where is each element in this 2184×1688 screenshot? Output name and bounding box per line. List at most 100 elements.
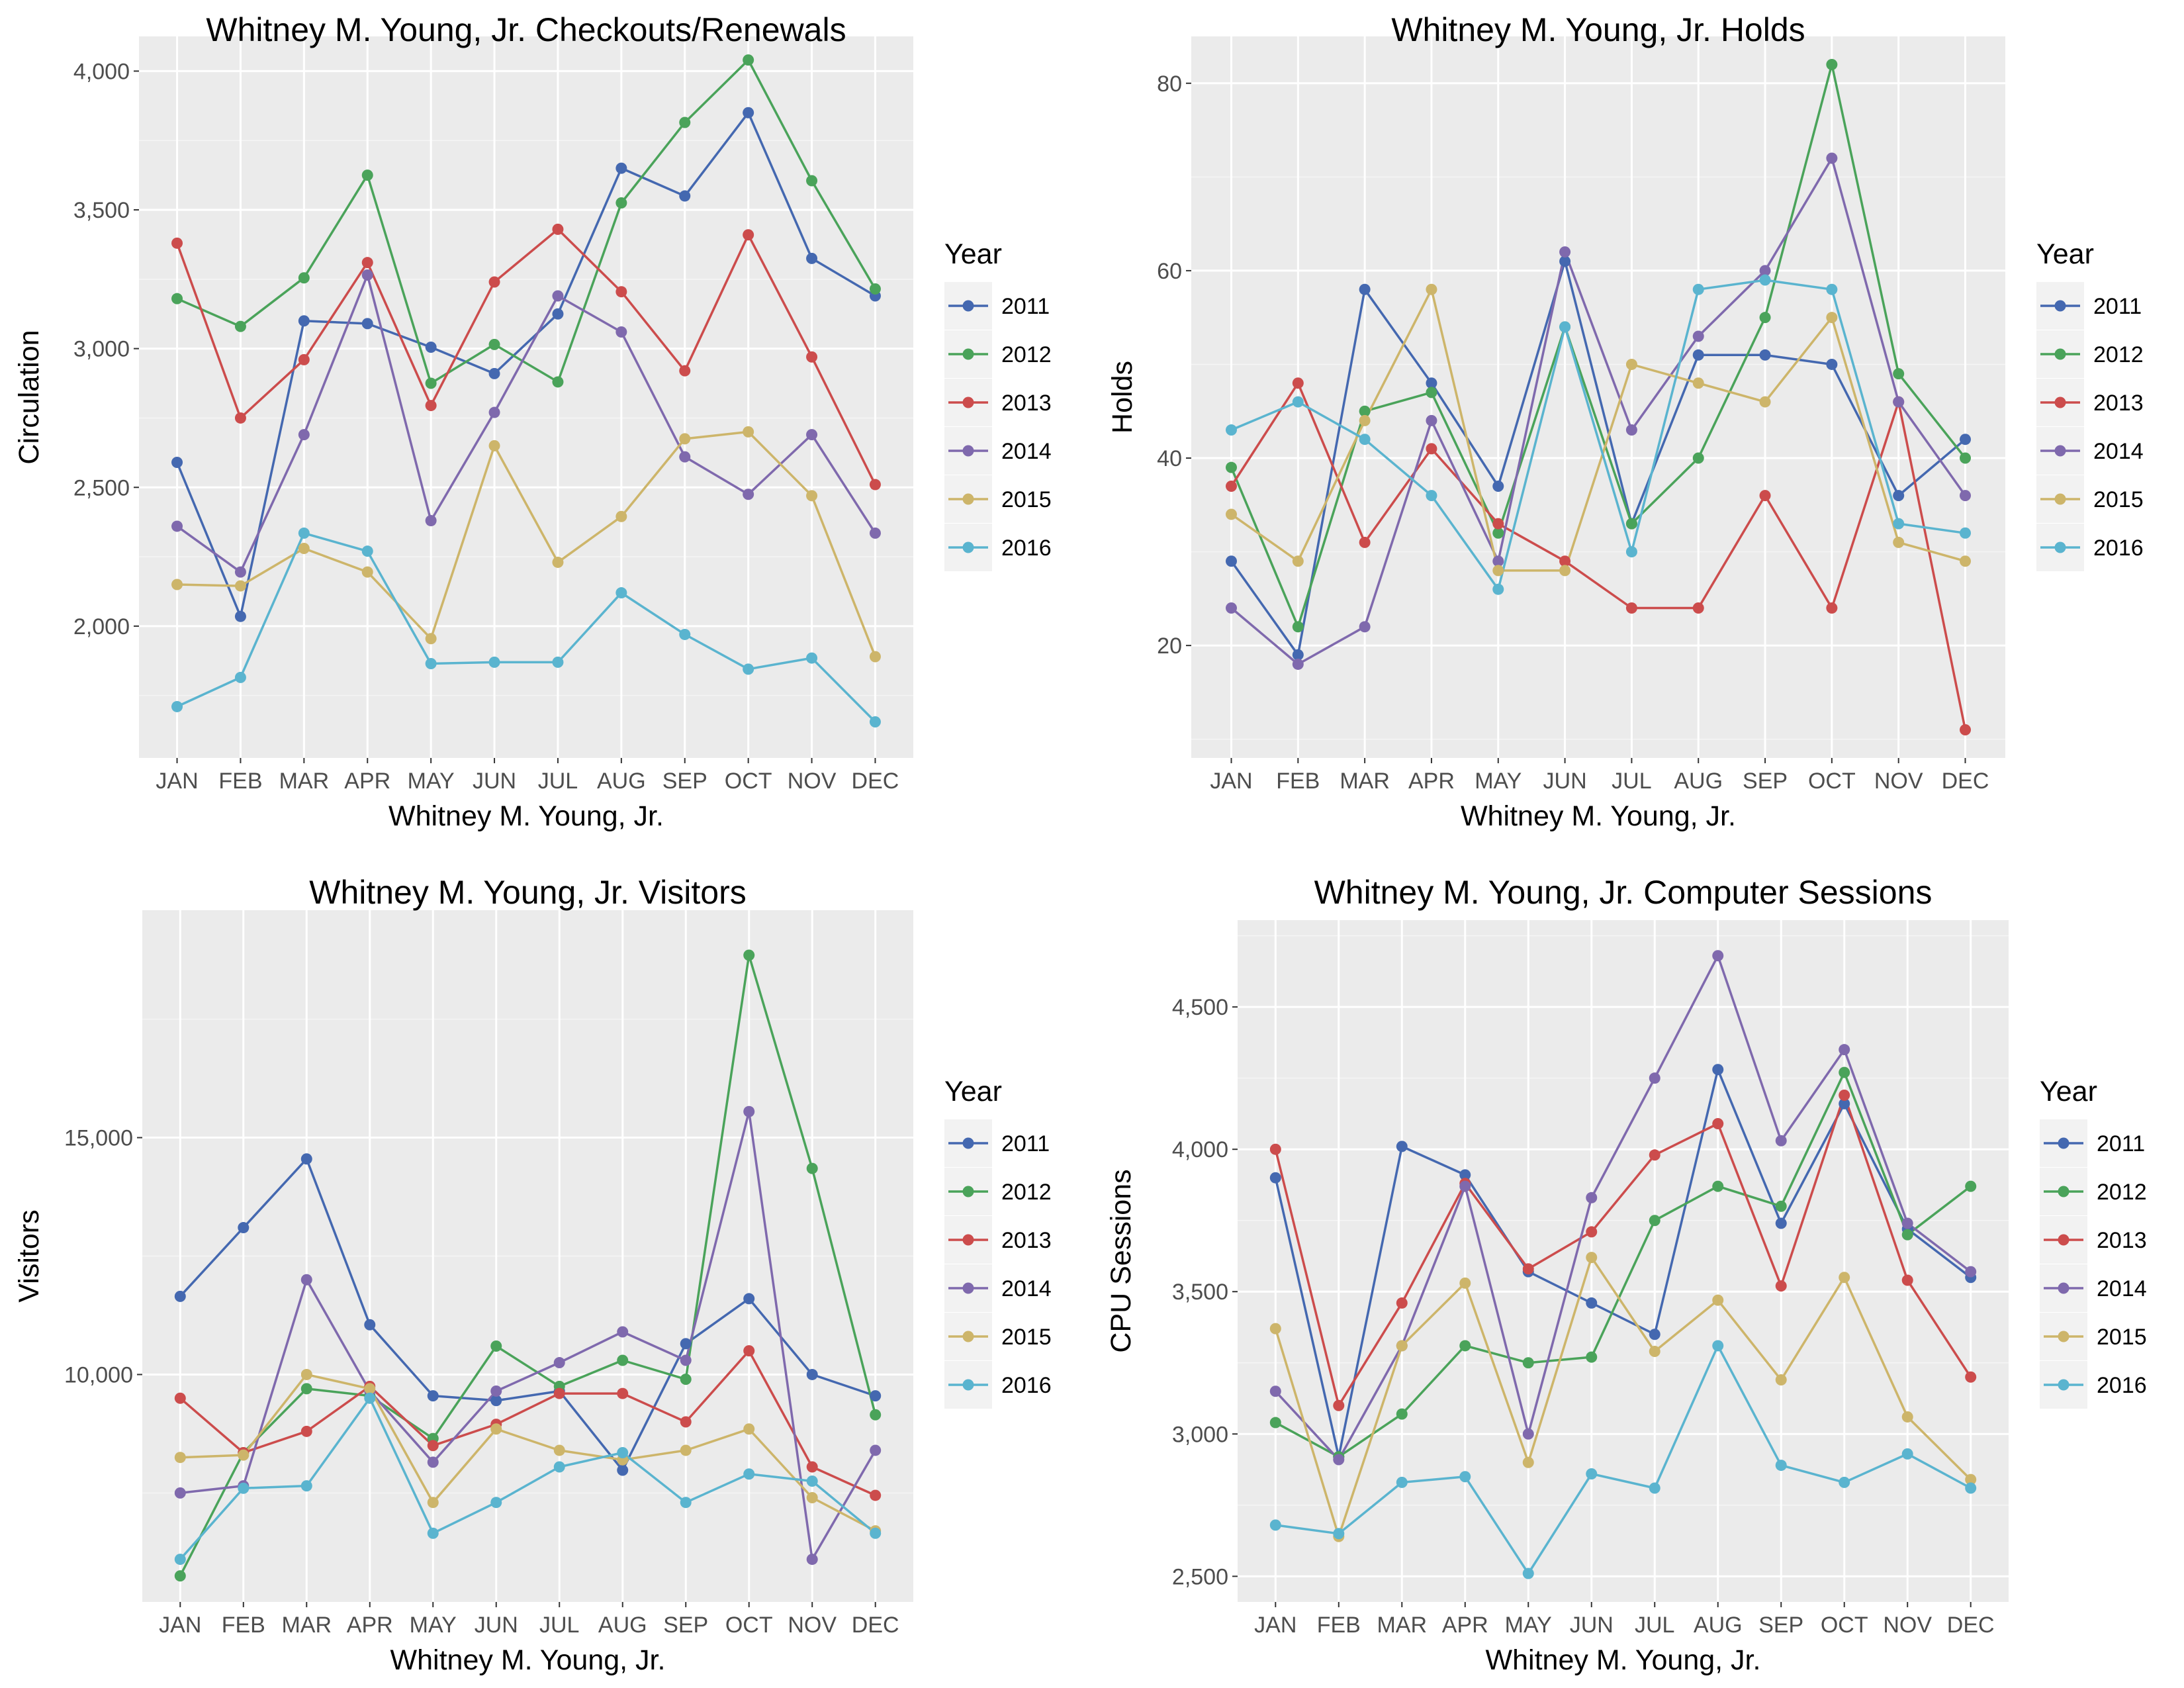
data-point-2013-jul: [1625, 602, 1637, 614]
data-point-2015-nov: [1893, 536, 1905, 548]
data-point-2014-jul: [552, 290, 564, 302]
legend-key-point: [2054, 300, 2066, 312]
x-tick-label: OCT: [1808, 769, 1856, 794]
data-point-2011-feb: [238, 1222, 250, 1234]
data-point-2013-feb: [234, 412, 246, 424]
legend-label: 2015: [1001, 487, 1052, 512]
data-point-2015-dec: [869, 651, 881, 663]
legend-title: Year: [2040, 1076, 2097, 1107]
x-tick-label: APR: [344, 769, 390, 794]
legend-item-2016: 2016: [2036, 524, 2144, 571]
data-point-2016-may: [1522, 1568, 1534, 1579]
data-point-2014-may: [427, 1456, 439, 1468]
data-point-2016-nov: [806, 652, 818, 664]
x-tick-label: NOV: [788, 769, 837, 794]
series-line-2012: [1230, 63, 1966, 628]
data-point-2012-sep: [680, 1374, 692, 1385]
data-point-2014-oct: [743, 489, 754, 500]
data-point-2016-apr: [364, 1392, 376, 1404]
data-point-2014-jun: [488, 406, 500, 418]
data-point-2015-mar: [1359, 414, 1371, 426]
data-point-2016-sep: [1775, 1460, 1787, 1472]
legend-label: 2013: [2097, 1228, 2147, 1253]
legend-item-2012: 2012: [944, 330, 1052, 378]
legend-key-point: [962, 493, 974, 505]
legend-key-point: [962, 1186, 974, 1197]
data-point-2011-sep: [1759, 349, 1771, 361]
data-point-2011-sep: [680, 1338, 692, 1350]
data-point-2015-sep: [680, 1444, 692, 1456]
x-tick-label: JAN: [156, 769, 198, 794]
data-point-2011-apr: [364, 1319, 376, 1331]
legend-label: 2015: [2093, 487, 2144, 512]
data-point-2012-apr: [1426, 387, 1437, 399]
data-point-2012-jul: [1625, 518, 1637, 530]
data-point-2011-mar: [1396, 1141, 1408, 1152]
circulation-chart: 2,000 2,500 3,000 3,500 4,000 JAN FEB MAR APR MAY…: [13, 11, 1052, 832]
data-point-2016-jun: [490, 1497, 502, 1509]
x-tick-label: AUG: [1674, 769, 1723, 794]
data-point-2016-mar: [1396, 1476, 1408, 1488]
legend-item-2015: 2015: [2040, 1313, 2147, 1360]
data-point-2011-jan: [1225, 555, 1237, 567]
x-tick-label: MAY: [408, 769, 455, 794]
data-point-2015-jul: [1649, 1346, 1661, 1358]
y-tick-label: 80: [1157, 71, 1182, 97]
data-point-2012-aug: [615, 197, 627, 209]
data-point-2014-jun: [1586, 1192, 1598, 1203]
y-tick-label: 40: [1157, 446, 1182, 471]
data-point-2011-may: [427, 1390, 439, 1402]
data-point-2016-jan: [1269, 1519, 1281, 1531]
data-point-2012-oct: [743, 949, 755, 961]
plot-background: [139, 36, 913, 758]
data-point-2015-jul: [1625, 358, 1637, 370]
data-point-2015-aug: [1692, 377, 1704, 389]
data-point-2014-mar: [1359, 621, 1371, 633]
data-point-2012-jan: [1225, 461, 1237, 473]
holds-chart-panel: 20 40 60 80 JAN FEB MAR APR MAY JUN JUL AUG SEP OCT NO…: [1092, 0, 2184, 844]
x-tick-label: OCT: [1821, 1613, 1868, 1638]
data-point-2013-mar: [1359, 536, 1371, 548]
data-point-2015-dec: [1965, 1474, 1977, 1485]
data-point-2011-mar: [1359, 283, 1371, 295]
legend-label: 2014: [2097, 1276, 2147, 1301]
x-tick-label: MAY: [410, 1613, 457, 1638]
y-tick-label: 4,500: [1172, 995, 1228, 1020]
data-point-2013-jun: [488, 276, 500, 288]
data-point-2015-nov: [806, 490, 818, 502]
data-point-2013-dec: [869, 479, 881, 491]
data-point-2015-oct: [743, 1423, 755, 1435]
legend-label: 2016: [1001, 1373, 1052, 1398]
data-point-2013-aug: [1712, 1117, 1724, 1129]
data-point-2016-jan: [1225, 424, 1237, 436]
series-line-2016: [176, 532, 876, 723]
data-point-2015-jun: [490, 1423, 502, 1435]
data-point-2014-dec: [869, 527, 881, 539]
data-point-2015-sep: [679, 433, 691, 445]
data-point-2012-nov: [806, 1162, 818, 1174]
data-point-2015-feb: [1292, 555, 1304, 567]
data-point-2012-mar: [1396, 1408, 1408, 1420]
x-axis-title: Whitney M. Young, Jr.: [1461, 800, 1736, 832]
data-point-2013-sep: [680, 1416, 692, 1428]
x-tick-label: OCT: [725, 769, 772, 794]
data-point-2012-jun: [488, 338, 500, 350]
data-point-2012-aug: [617, 1354, 629, 1366]
legend-label: 2013: [1001, 1228, 1052, 1253]
legend-item-2013: 2013: [944, 1216, 1052, 1264]
x-tick-label: JUL: [1612, 769, 1651, 794]
legend-label: 2015: [1001, 1325, 1052, 1350]
data-point-2013-oct: [1826, 602, 1838, 614]
x-tick-label: JAN: [1254, 1613, 1297, 1638]
legend-key-point: [962, 1379, 974, 1391]
legend-label: 2015: [2097, 1325, 2147, 1350]
data-point-2013-nov: [806, 351, 818, 363]
cpu-sessions-chart-panel: 2,500 3,000 3,500 4,000 4,500 JAN FEB MAR APR MAY…: [1092, 844, 2184, 1688]
data-point-2014-mar: [298, 429, 310, 441]
legend-key-point: [2058, 1137, 2070, 1149]
x-tick-label: MAY: [1475, 769, 1522, 794]
data-point-2013-dec: [1965, 1371, 1977, 1383]
y-tick-label: 3,500: [73, 198, 130, 223]
data-point-2016-aug: [1692, 283, 1704, 295]
y-tick-label: 3,000: [1172, 1422, 1228, 1447]
